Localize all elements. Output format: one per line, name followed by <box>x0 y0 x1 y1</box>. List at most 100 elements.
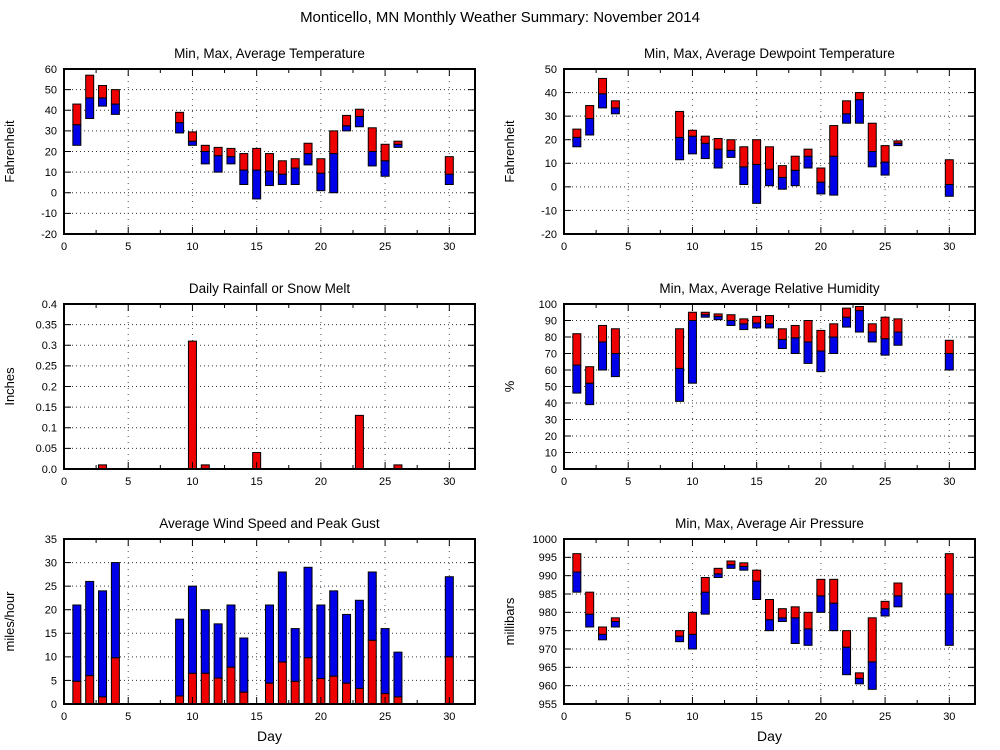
y-tick-label: 35 <box>45 534 57 546</box>
x-tick-label: 10 <box>686 476 698 488</box>
rainfall-grid <box>64 304 475 469</box>
wind-day-17-average <box>277 661 287 705</box>
x-tick-label: 0 <box>561 476 567 488</box>
page-title: Monticello, MN Monthly Weather Summary: … <box>300 9 700 26</box>
dewpoint-day-26-avg-max <box>893 140 903 144</box>
x-tick-label: 20 <box>315 241 327 253</box>
pressure-day-10-min-avg <box>687 633 697 650</box>
wind-day-13-gust <box>226 604 236 668</box>
pressure-day-3-min-avg <box>598 633 608 641</box>
dewpoint-bars <box>572 77 954 204</box>
temperature-day-22-min-avg <box>342 125 352 132</box>
temperature-day-30-avg-max <box>444 156 454 175</box>
x-tick-label: 5 <box>625 711 631 723</box>
humidity-day-17-min-avg <box>777 338 787 350</box>
rainfall-chart: 0.0 0.05 0.1 0.15 0.2 0.25 0.3 0.35 0.4 0 5 10 15 20 2… <box>2 281 476 488</box>
pressure-day-18-min-avg <box>790 617 800 645</box>
wind-day-14-average <box>239 691 249 705</box>
wind-day-11-gust <box>200 609 210 674</box>
humidity-bars <box>572 305 954 406</box>
dewpoint-day-12-min-avg <box>713 148 723 169</box>
temperature-day-24-avg-max <box>367 127 377 152</box>
pressure-day-14-min-avg <box>739 566 749 571</box>
humidity-day-26-avg-max <box>893 318 903 333</box>
x-tick-label: 10 <box>186 711 198 723</box>
dewpoint-day-10-avg-max <box>687 129 697 137</box>
humidity-axes <box>563 303 976 470</box>
wind-axes <box>63 538 476 705</box>
y-tick-label: 50 <box>545 381 557 393</box>
y-tick-label: 0 <box>551 182 557 194</box>
dewpoint-day-23-avg-max <box>854 92 864 101</box>
temperature-day-19-avg-max <box>303 142 313 155</box>
y-tick-label: 60 <box>45 64 57 76</box>
pressure-day-17-avg-max <box>777 608 787 619</box>
dewpoint-day-11-min-avg <box>700 142 710 160</box>
pressure-day-25-avg-max <box>880 600 890 610</box>
dewpoint-day-19-avg-max <box>803 148 813 157</box>
wind-day-10-gust <box>187 585 197 674</box>
pressure-day-24-avg-max <box>867 617 877 663</box>
rainfall-axes <box>63 303 476 470</box>
y-tick-label: 995 <box>539 552 557 564</box>
pressure-day-30-avg-max <box>944 553 954 595</box>
charts-grid: -20 -10 0 10 20 30 40 50 60 0 5 10 15 20 25 30 Min, Max,… <box>0 42 1000 747</box>
temperature-day-13-avg-max <box>226 147 236 158</box>
dewpoint-day-18-min-avg <box>790 169 800 187</box>
temperature-day-9-min-avg <box>175 122 185 134</box>
x-tick-label: 0 <box>561 241 567 253</box>
humidity-day-2-avg-max <box>585 366 595 384</box>
pressure-day-12-avg-max <box>713 567 723 575</box>
dewpoint-day-21-avg-max <box>829 125 839 157</box>
humidity-day-14-min-avg <box>739 323 749 331</box>
y-tick-label: -10 <box>541 205 557 217</box>
plot-frame <box>563 303 976 470</box>
pressure-day-25-min-avg <box>880 608 890 617</box>
y-tick-label: 15 <box>45 628 57 640</box>
x-tick-label: 15 <box>251 711 263 723</box>
x-tick-label: 0 <box>61 711 67 723</box>
humidity-day-25-avg-max <box>880 316 890 340</box>
x-tick-label: 15 <box>751 241 763 253</box>
chart-title: Average Wind Speed and Peak Gust <box>159 516 380 531</box>
x-tick-label: 25 <box>379 476 391 488</box>
x-tick-label: 25 <box>879 711 891 723</box>
pressure-day-14-avg-max <box>739 562 749 567</box>
y-tick-label: 90 <box>545 315 557 327</box>
wind-day-21-gust <box>329 590 339 677</box>
wind-day-19-average <box>303 657 313 705</box>
wind-day-3-gust <box>98 590 108 698</box>
y-tick-label: -20 <box>541 229 557 241</box>
pressure-day-18-avg-max <box>790 606 800 619</box>
y-tick-label: 0.4 <box>42 299 57 311</box>
temperature-day-17-min-avg <box>277 173 287 185</box>
humidity-day-21-avg-max <box>829 323 839 338</box>
x-tick-label: 15 <box>751 711 763 723</box>
humidity-day-13-min-avg <box>726 320 736 326</box>
wind-day-17-gust <box>277 571 287 663</box>
y-axis-label: Fahrenheit <box>2 120 17 183</box>
humidity-day-18-avg-max <box>790 324 800 339</box>
dewpoint-day-23-min-avg <box>854 99 864 124</box>
temperature-day-4-avg-max <box>110 89 120 105</box>
temperature-day-16-avg-max <box>265 153 274 172</box>
pressure-day-13-min-avg <box>726 564 736 569</box>
x-tick-label: 5 <box>125 711 131 723</box>
x-tick-label: 5 <box>625 241 631 253</box>
humidity-day-17-avg-max <box>777 328 787 340</box>
y-tick-label: 0.0 <box>42 464 57 476</box>
humidity-day-30-avg-max <box>944 339 954 354</box>
humidity-day-19-min-avg <box>803 341 813 364</box>
dewpoint-day-14-avg-max <box>739 146 749 168</box>
humidity-day-14-avg-max <box>739 318 749 325</box>
pressure-day-10-avg-max <box>687 611 697 635</box>
plot-frame <box>63 303 476 470</box>
temperature-day-3-min-avg <box>98 97 108 107</box>
dewpoint-day-30-avg-max <box>944 159 954 185</box>
x-axis-label: Day <box>257 728 282 744</box>
y-tick-label: 0.35 <box>36 319 57 331</box>
pressure-day-4-min-avg <box>610 621 620 628</box>
wind-day-4-average <box>110 657 120 705</box>
x-axis-label: Day <box>757 728 782 744</box>
temperature-day-1-min-avg <box>72 124 82 146</box>
